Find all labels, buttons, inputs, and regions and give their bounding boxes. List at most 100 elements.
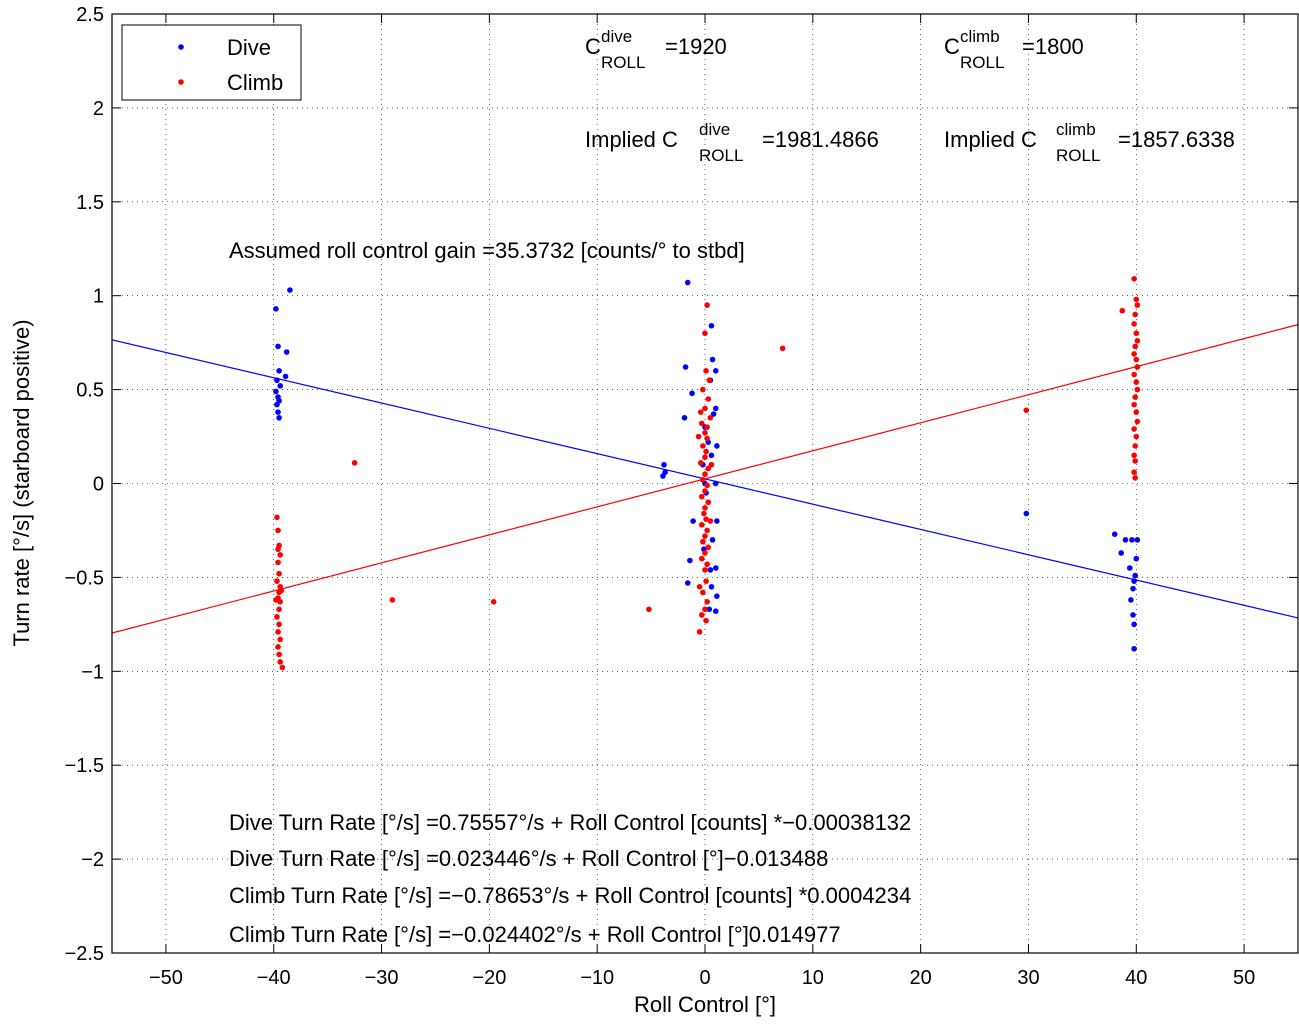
climb-data-point bbox=[700, 476, 706, 483]
y-tick-label: −2.5 bbox=[65, 943, 104, 965]
climb-data-point bbox=[1131, 452, 1137, 459]
climb-data-point bbox=[700, 443, 706, 449]
climb-data-point bbox=[704, 424, 710, 430]
climb-data-point bbox=[704, 561, 710, 568]
dive-data-point bbox=[275, 343, 281, 350]
climb-data-point bbox=[703, 578, 709, 584]
dive-data-point bbox=[714, 593, 720, 599]
equation-dive-degrees: Dive Turn Rate [°/s] =0.023446°/s + Roll… bbox=[229, 846, 828, 871]
c-roll-dive-sup: dive bbox=[601, 27, 632, 46]
climb-data-point bbox=[702, 330, 708, 337]
x-tick-label: 50 bbox=[1233, 967, 1255, 989]
implied-climb-sub: ROLL bbox=[1056, 146, 1100, 165]
climb-data-point bbox=[696, 629, 703, 635]
climb-data-point bbox=[279, 664, 286, 671]
x-tick-label: −40 bbox=[257, 967, 291, 989]
climb-data-point bbox=[646, 606, 652, 613]
climb-data-point bbox=[1133, 379, 1140, 385]
climb-data-point bbox=[703, 448, 709, 455]
climb-data-point bbox=[702, 488, 708, 494]
climb-data-point bbox=[698, 420, 705, 427]
dive-data-point bbox=[1122, 537, 1129, 543]
dive-data-point bbox=[1130, 612, 1136, 618]
dive-data-point bbox=[709, 537, 716, 543]
y-axis-label: Turn rate [°/s] (starboard positive) bbox=[9, 319, 34, 646]
climb-data-point bbox=[705, 499, 712, 506]
climb-data-point bbox=[695, 433, 702, 440]
equation-climb-counts: Climb Turn Rate [°/s] =−0.78653°/s + Rol… bbox=[229, 883, 911, 908]
climb-data-point bbox=[1131, 469, 1137, 476]
x-tick-label: 30 bbox=[1017, 967, 1039, 989]
y-tick-label: 1.5 bbox=[76, 192, 104, 214]
legend-climb-marker bbox=[178, 79, 184, 85]
x-tick-label: −20 bbox=[472, 967, 506, 989]
climb-data-point bbox=[276, 606, 282, 613]
tick-labels: −50 −40 −30 −20 −10 0 10 20 30 40 50−2.5−2−1.5−1−0… bbox=[65, 4, 1256, 989]
climb-data-point bbox=[700, 386, 706, 393]
implied-dive-prefix: Implied C bbox=[585, 127, 678, 152]
climb-data-point bbox=[1133, 356, 1140, 363]
climb-data-point bbox=[702, 454, 708, 461]
dive-data-point bbox=[684, 580, 691, 586]
dive-data-point bbox=[684, 279, 691, 286]
climb-data-point bbox=[702, 533, 708, 539]
x-tick-label: −50 bbox=[149, 967, 183, 989]
climb-data-point bbox=[704, 527, 710, 534]
c-roll-climb-sub: ROLL bbox=[960, 53, 1004, 72]
gain-annotation: Assumed roll control gain =35.3732 [coun… bbox=[229, 238, 745, 263]
climb-data-point bbox=[1134, 364, 1141, 370]
climb-data-point bbox=[705, 465, 712, 472]
climb-data-point bbox=[1132, 475, 1138, 481]
dive-data-point bbox=[706, 606, 713, 613]
dive-data-point bbox=[1111, 531, 1118, 538]
climb-data-point bbox=[1023, 407, 1030, 414]
climb-data-point bbox=[779, 345, 786, 352]
y-tick-label: −2 bbox=[81, 849, 104, 871]
dive-data-point bbox=[1132, 572, 1138, 579]
dive-data-point bbox=[287, 287, 293, 293]
y-tick-label: 0 bbox=[93, 474, 104, 496]
dive-data-point bbox=[710, 411, 717, 417]
dive-data-point bbox=[687, 557, 693, 564]
climb-data-point bbox=[702, 567, 708, 573]
dive-data-point bbox=[1130, 585, 1136, 592]
climb-data-point bbox=[697, 460, 704, 466]
y-tick-label: 2.5 bbox=[76, 4, 104, 26]
climb-data-point bbox=[1132, 443, 1138, 449]
x-tick-label: −30 bbox=[365, 967, 399, 989]
climb-data-point bbox=[703, 617, 709, 624]
climb-data-point bbox=[1131, 351, 1137, 357]
climb-data-point bbox=[351, 460, 358, 466]
x-tick-label: 10 bbox=[802, 967, 824, 989]
y-tick-label: −1.5 bbox=[65, 755, 104, 777]
climb-data-point bbox=[705, 544, 712, 551]
legend-box bbox=[121, 24, 302, 101]
climb-data-point bbox=[702, 606, 708, 613]
climb-data-point bbox=[702, 505, 708, 511]
climb-data-point bbox=[702, 429, 708, 436]
dive-data-point bbox=[712, 368, 719, 374]
dive-data-point bbox=[682, 364, 689, 370]
dive-data-point bbox=[707, 567, 714, 573]
dive-data-point bbox=[681, 414, 688, 421]
dive-data-point bbox=[276, 414, 282, 421]
dive-data-point bbox=[1131, 645, 1137, 652]
dive-data-point bbox=[690, 518, 696, 524]
dive-data-point bbox=[274, 401, 280, 408]
dive-data-point bbox=[277, 383, 283, 389]
dive-data-point bbox=[1131, 578, 1137, 584]
dive-data-point bbox=[660, 473, 666, 479]
climb-data-point bbox=[275, 527, 281, 534]
climb-data-point bbox=[703, 516, 709, 522]
climb-data-point bbox=[274, 614, 280, 620]
equation-dive-counts: Dive Turn Rate [°/s] =0.75557°/s + Roll … bbox=[229, 810, 911, 835]
climb-data-point bbox=[1133, 409, 1140, 415]
climb-data-point bbox=[490, 599, 497, 605]
climb-data-point bbox=[1131, 275, 1137, 282]
implied-dive-sup: dive bbox=[699, 120, 730, 139]
climb-data-point bbox=[277, 599, 283, 605]
climb-data-point bbox=[703, 368, 709, 374]
dive-data-point bbox=[661, 461, 667, 468]
climb-data-point bbox=[278, 587, 285, 594]
climb-data-point bbox=[706, 377, 713, 384]
